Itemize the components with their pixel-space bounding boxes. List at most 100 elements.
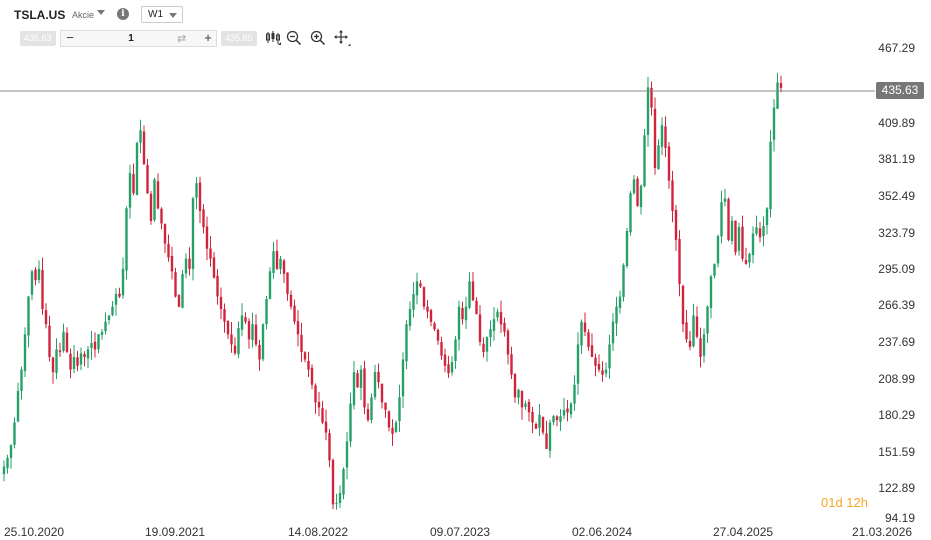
quantity-input[interactable]: 1	[128, 33, 134, 44]
candle-body	[692, 315, 695, 347]
interval-value: W1	[148, 9, 163, 20]
candle-body	[303, 352, 307, 360]
candle-body	[139, 130, 142, 143]
candle-body	[576, 344, 580, 384]
candle-body	[191, 198, 195, 270]
candle-body	[527, 401, 531, 413]
swap-icon[interactable]: ⇄	[177, 33, 187, 45]
candle-body	[335, 503, 338, 505]
candle-body	[121, 268, 125, 296]
candle-body	[209, 248, 212, 259]
quantity-decrease-button[interactable]: −	[66, 30, 74, 45]
candle-body	[265, 299, 268, 325]
price-tick-label: 352.49	[878, 189, 915, 203]
candle-body	[671, 180, 674, 211]
candle-body	[352, 372, 356, 406]
candle-body	[384, 402, 387, 410]
candle-body	[464, 306, 468, 321]
candle-body	[685, 322, 688, 340]
candle-body	[538, 414, 541, 428]
candle-body	[632, 179, 636, 194]
candle-body	[541, 416, 545, 433]
price-tick-label: 323.79	[878, 226, 915, 240]
quantity-stepper[interactable]: − 1 ⇄ +	[60, 30, 217, 47]
candle-body	[216, 275, 219, 297]
candle-body	[114, 294, 118, 305]
candle-body	[338, 493, 342, 503]
candle-body	[454, 339, 457, 361]
candle-body	[132, 174, 135, 194]
candle-body	[328, 433, 331, 461]
candle-body	[447, 364, 450, 374]
candle-body	[555, 416, 559, 420]
candle-body	[779, 83, 783, 88]
candle-body	[471, 281, 475, 301]
candle-body	[653, 108, 657, 168]
candle-body	[727, 199, 730, 240]
candle-body	[776, 82, 779, 109]
candle-body	[730, 220, 734, 241]
candle-body	[678, 239, 681, 284]
candle-body	[580, 321, 583, 346]
candle-body	[321, 408, 324, 423]
candle-body	[237, 328, 240, 355]
candle-body	[587, 332, 590, 347]
candle-body	[744, 260, 748, 264]
candle-body	[174, 272, 177, 297]
candle-body	[142, 131, 146, 165]
zoom-out-icon[interactable]	[285, 29, 303, 47]
candle-body	[622, 265, 625, 297]
candle-body	[289, 294, 293, 307]
candle-body	[629, 193, 632, 233]
info-icon[interactable]: i	[117, 8, 129, 20]
candle-body	[734, 220, 737, 253]
candle-body	[720, 202, 723, 237]
candle-body	[639, 185, 643, 208]
date-tick-label: 19.09.2021	[145, 525, 205, 539]
date-tick-label: 02.06.2024	[572, 525, 632, 539]
candle-body	[314, 385, 317, 403]
candle-body	[254, 324, 258, 345]
zoom-in-icon[interactable]	[309, 29, 327, 47]
chart-type-icon[interactable]	[264, 29, 282, 47]
candle-body	[751, 233, 755, 256]
date-tick-label: 25.10.2020	[4, 525, 64, 539]
symbol-name[interactable]: TSLA.US	[14, 8, 66, 22]
candle-body	[524, 403, 527, 407]
candle-body	[755, 227, 758, 234]
candle-body	[436, 329, 440, 341]
symbol-dropdown-icon[interactable]	[97, 10, 105, 15]
candle-body	[23, 334, 27, 371]
candle-body	[195, 183, 198, 198]
candle-body	[422, 287, 426, 307]
candle-body	[58, 350, 62, 352]
candle-body	[695, 316, 699, 337]
candle-body	[457, 306, 461, 340]
candle-body	[83, 354, 86, 357]
candle-body	[506, 330, 510, 355]
candle-body	[398, 397, 401, 422]
candle-countdown: 01d 12h	[821, 495, 868, 510]
interval-select[interactable]: W1	[141, 6, 183, 23]
candle-body	[37, 268, 41, 280]
candle-body	[177, 295, 181, 307]
candle-body	[573, 384, 576, 404]
candle-body	[55, 349, 58, 374]
candle-body	[496, 311, 499, 318]
candle-body	[562, 409, 566, 416]
candle-body	[489, 329, 492, 338]
candle-body	[590, 345, 594, 357]
candle-body	[408, 309, 412, 326]
candle-body	[342, 469, 345, 495]
crosshair-icon[interactable]	[333, 29, 351, 47]
candle-body	[202, 209, 205, 228]
candle-body	[6, 457, 9, 469]
candle-body	[317, 401, 321, 408]
buy-price-button[interactable]: 435.85	[221, 31, 257, 46]
candle-body	[520, 390, 524, 408]
candle-body	[769, 141, 772, 210]
quantity-increase-button[interactable]: +	[204, 30, 212, 45]
sell-price-button[interactable]: 435.63	[20, 31, 56, 46]
candle-body	[713, 263, 716, 276]
